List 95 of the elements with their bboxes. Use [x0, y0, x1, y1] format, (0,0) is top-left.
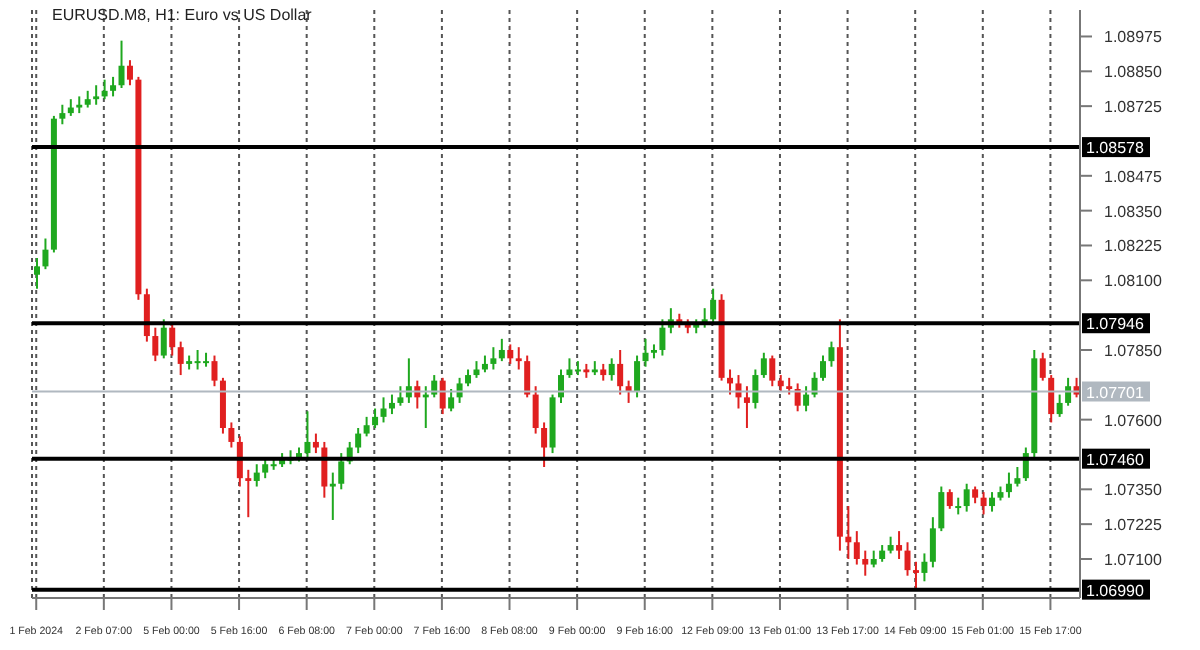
candlestick — [532, 385, 539, 435]
candlestick — [110, 75, 117, 98]
y-tick-label: 1.08975 — [1104, 28, 1163, 47]
candlestick — [211, 354, 218, 388]
candlestick — [1014, 466, 1021, 488]
y-tick-label: 1.07100 — [1104, 550, 1163, 569]
candlestick — [769, 354, 776, 388]
ref-line-label: 1.08578 — [1086, 139, 1145, 158]
candlestick — [608, 357, 615, 382]
candlestick — [304, 410, 311, 460]
candlestick — [355, 427, 362, 455]
candlestick — [448, 388, 455, 413]
candlestick — [989, 491, 996, 513]
candlestick — [1039, 351, 1046, 382]
chart-title: EURUSD.M8, H1: Euro vs US Dollar — [52, 6, 312, 24]
candlestick — [515, 346, 522, 371]
candlestick — [118, 39, 125, 90]
candlestick — [760, 351, 767, 379]
y-tick-label: 1.07350 — [1104, 481, 1163, 500]
candlestick — [177, 340, 184, 377]
candlestick — [904, 541, 911, 577]
ref-line-label: 1.06990 — [1086, 581, 1145, 600]
ref-line-label: 1.07460 — [1086, 450, 1145, 469]
candlestick — [929, 516, 936, 569]
candlestick — [938, 485, 945, 533]
candlestick — [963, 482, 970, 513]
candlestick — [659, 318, 666, 357]
y-tick-label: 1.07850 — [1104, 341, 1163, 360]
candlestick — [245, 468, 252, 519]
candlestick — [169, 321, 176, 357]
candlestick — [625, 379, 632, 404]
candlestick — [1056, 393, 1063, 418]
candlestick — [262, 457, 269, 480]
candlestick — [228, 421, 235, 449]
candlestick — [507, 343, 514, 365]
y-tick-label: 1.08725 — [1104, 98, 1163, 117]
candlestick — [253, 463, 260, 488]
candlestick — [101, 78, 108, 101]
candlestick — [42, 237, 49, 271]
candlestick — [498, 337, 505, 363]
candlestick — [617, 348, 624, 396]
candlestick — [710, 287, 717, 324]
candlestick — [743, 385, 750, 430]
y-tick-label: 1.08225 — [1104, 237, 1163, 256]
candlestick — [921, 552, 928, 583]
candlestick — [338, 452, 345, 491]
candlestick — [160, 318, 167, 360]
candlestick — [388, 393, 395, 416]
candlestick — [152, 326, 159, 363]
candlestick — [642, 337, 649, 368]
candlestick — [980, 491, 987, 516]
candlestick — [363, 415, 370, 438]
candlestick — [558, 368, 564, 404]
candlestick — [59, 103, 66, 126]
candlestick — [727, 368, 734, 396]
y-tick-label: 1.08350 — [1104, 202, 1163, 221]
candlestick — [126, 59, 133, 87]
candlestick — [1048, 374, 1055, 424]
y-tick-label: 1.08100 — [1104, 272, 1163, 291]
candlestick — [946, 488, 953, 510]
candlestick — [803, 385, 810, 413]
candlestick — [1005, 471, 1012, 499]
candlestick — [34, 257, 40, 290]
candlestick — [219, 376, 226, 435]
candlestick — [93, 84, 100, 106]
candlestick — [794, 382, 801, 413]
candlestick — [541, 421, 548, 469]
y-tick-label: 1.08475 — [1104, 167, 1163, 186]
candlestick — [853, 530, 860, 566]
candlestick — [321, 440, 328, 499]
candlestick — [634, 354, 641, 399]
y-tick-label: 1.07600 — [1104, 411, 1163, 430]
candlestick — [380, 396, 387, 424]
candlestick — [312, 432, 319, 455]
candlestick — [862, 549, 869, 577]
y-tick-label: 1.07225 — [1104, 516, 1163, 535]
candlestick — [372, 407, 379, 430]
candlestick — [397, 385, 404, 407]
candlestick — [566, 357, 573, 379]
candlestick — [828, 340, 835, 368]
candlestick — [490, 346, 497, 371]
ref-line-label: 1.07946 — [1086, 315, 1145, 334]
y-tick-label: 1.08850 — [1104, 63, 1163, 82]
candlestick — [811, 371, 818, 399]
candlestick — [845, 505, 852, 560]
candlestick — [752, 368, 759, 410]
candlestick — [912, 560, 919, 591]
candlestick — [524, 354, 531, 399]
candlestick — [1065, 376, 1072, 407]
ref-line-label: 1.07701 — [1086, 383, 1145, 402]
candlestick — [329, 471, 336, 521]
candlestick — [820, 354, 826, 382]
candlestick — [439, 376, 446, 416]
candlestick — [896, 530, 903, 560]
candlestick — [194, 348, 201, 371]
